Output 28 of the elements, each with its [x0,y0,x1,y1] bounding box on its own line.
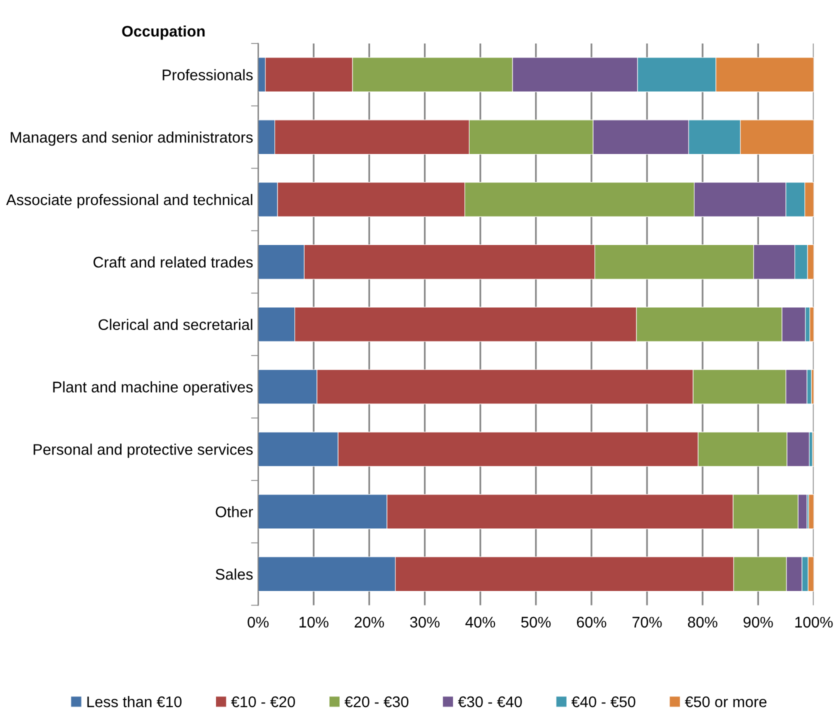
x-tick-label: 100% [795,616,833,628]
bar [808,494,814,530]
x-tick-label: 30% [410,616,440,628]
y-axis-title: Occupation [122,25,205,40]
x-tick-label: 20% [354,616,384,628]
y-tick-label: Associate professional and technical [6,194,252,208]
x-tick-label: 10% [300,616,328,628]
legend-label: €40 - €50 [571,696,636,708]
y-tick-label: Other [216,506,253,518]
legend-label: €20 - €30 [344,696,408,708]
x-tick-label: 70% [632,616,662,628]
x-tick-label: 60% [576,616,606,628]
y-tick-label: Professionals [162,69,253,80]
x-tick-label: 0% [248,616,269,628]
legend-label: Less than €10 [87,696,182,708]
x-tick-label: 90% [744,616,773,628]
x-tick-label: 50% [521,616,551,628]
y-tick-label: Clerical and secretarial [98,318,252,330]
legend-label: €30 - €40 [458,696,522,708]
y-tick-label: Sales [216,568,253,580]
y-tick-label: Personal and protective services [34,444,253,458]
x-tick-label: 40% [465,616,496,628]
y-tick-label: Plant and machine operatives [53,381,253,396]
legend-label: €50 or more [684,696,766,708]
y-tick-label: Craft and related trades [94,256,253,268]
legend-label: €10 - €20 [231,696,295,708]
x-tick-label: 80% [688,616,718,628]
y-tick-label: Managers and senior administrators [10,132,253,146]
